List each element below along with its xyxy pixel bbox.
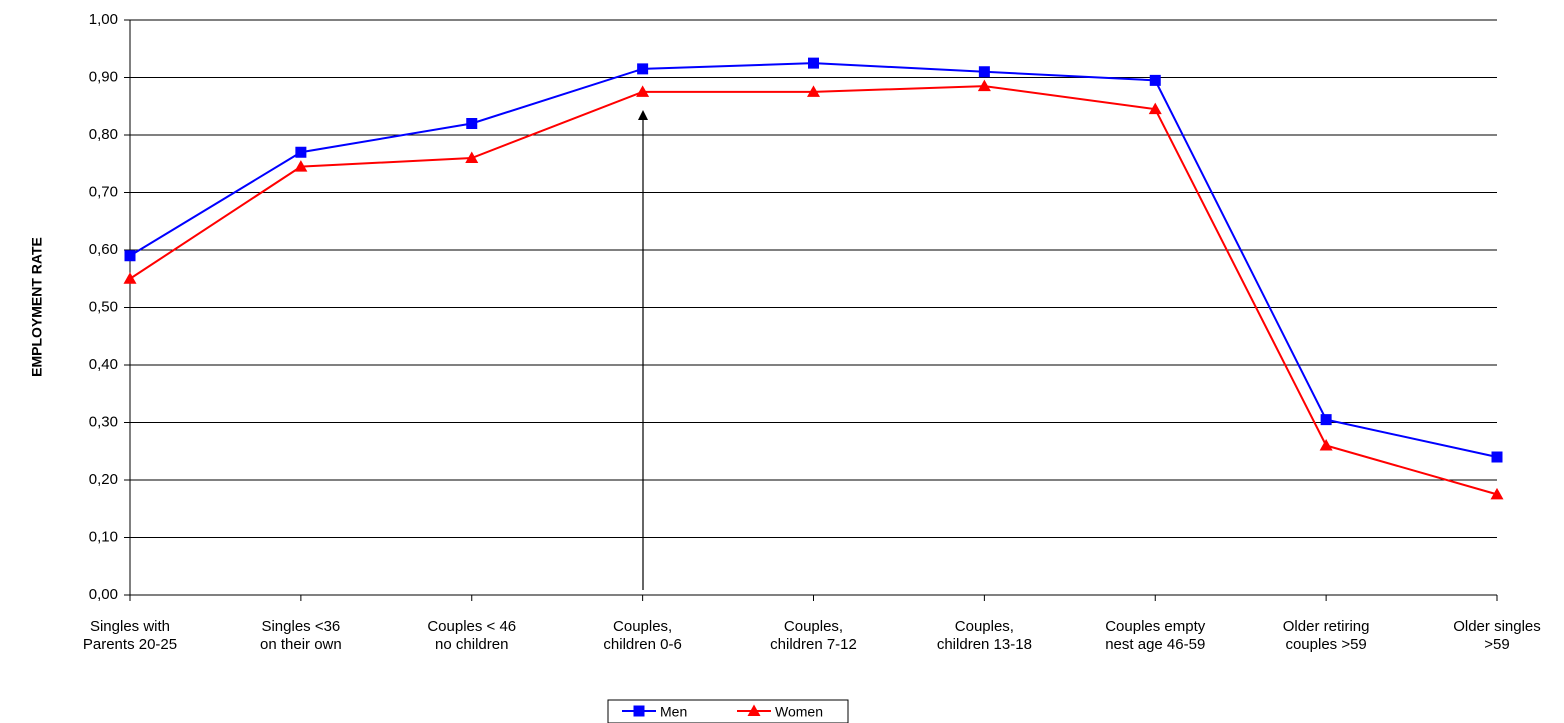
x-tick-label: Older retiring couples >59 xyxy=(1282,618,1370,653)
y-tick-label: 0,10 xyxy=(89,528,118,545)
series-line xyxy=(129,62,1498,458)
legend-marker xyxy=(633,705,645,717)
arrow-head xyxy=(638,110,648,120)
point xyxy=(1490,487,1504,500)
point xyxy=(1319,439,1333,451)
point xyxy=(465,151,479,163)
y-tick-label: 0,60 xyxy=(89,241,118,258)
x-tick-label: Couples empty nest age 46-59 xyxy=(1105,618,1206,653)
x-tick-label: Singles with Parents 20-25 xyxy=(82,618,178,653)
y-axis-label: EMPLOYMENT RATE xyxy=(29,237,45,377)
point xyxy=(808,57,819,69)
point xyxy=(978,66,990,78)
point xyxy=(294,160,308,172)
x-tick-label: Couples < 46 no children xyxy=(427,618,517,653)
point xyxy=(637,63,649,75)
y-tick-label: 0,90 xyxy=(89,68,118,85)
y-tick-label: 0,00 xyxy=(89,586,118,603)
point xyxy=(636,85,650,97)
legend-label: Women xyxy=(775,704,823,720)
legend-label: Men xyxy=(660,704,687,720)
point xyxy=(124,250,136,262)
point xyxy=(1148,102,1162,115)
point xyxy=(1491,451,1503,463)
y-tick-label: 0,80 xyxy=(89,126,118,143)
point xyxy=(1320,414,1332,426)
x-tick-label: Older singles >59 xyxy=(1453,618,1541,653)
y-tick-label: 0,40 xyxy=(89,356,118,373)
legend-marker xyxy=(747,704,761,716)
point xyxy=(466,118,478,129)
y-tick-label: 0,30 xyxy=(89,413,118,430)
x-tick-label: Couples, children 7-12 xyxy=(770,618,857,653)
x-tick-label: Couples, children 0-6 xyxy=(603,618,682,653)
point xyxy=(123,272,137,284)
x-tick-label: Singles <36 on their own xyxy=(260,618,342,653)
y-tick-label: 1,00 xyxy=(89,11,118,28)
point xyxy=(1149,74,1161,86)
y-tick-label: 0,20 xyxy=(89,471,118,488)
point xyxy=(295,146,307,158)
point xyxy=(807,85,820,97)
y-tick-label: 0,50 xyxy=(89,298,118,315)
y-tick-label: 0,70 xyxy=(89,183,118,200)
x-tick-label: Couples, children 13-18 xyxy=(936,618,1032,653)
point xyxy=(977,79,991,92)
legend-box xyxy=(607,699,849,723)
